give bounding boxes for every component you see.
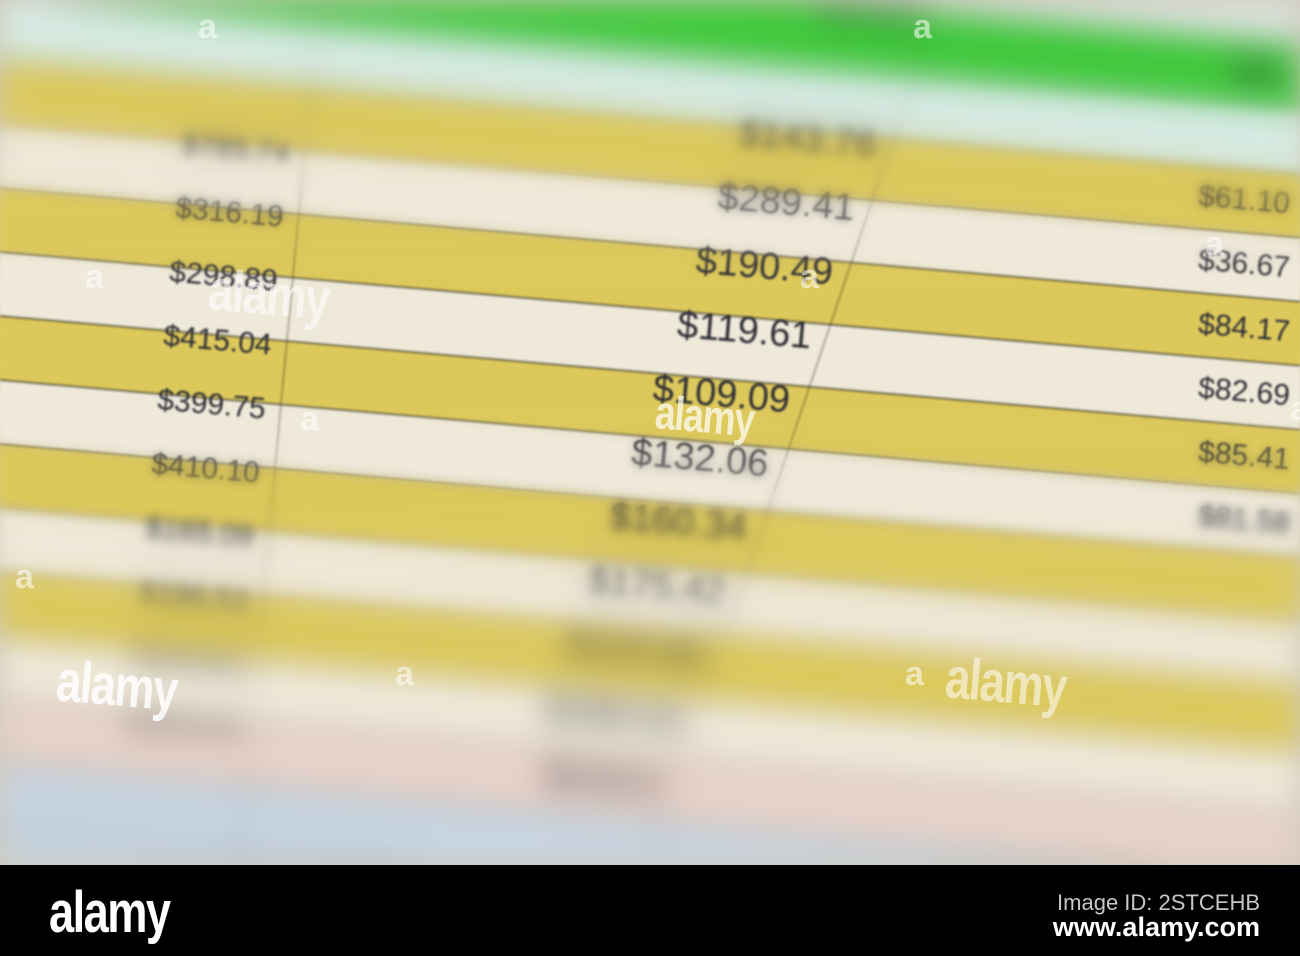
svg-text:$86.: $86. (1230, 54, 1291, 92)
